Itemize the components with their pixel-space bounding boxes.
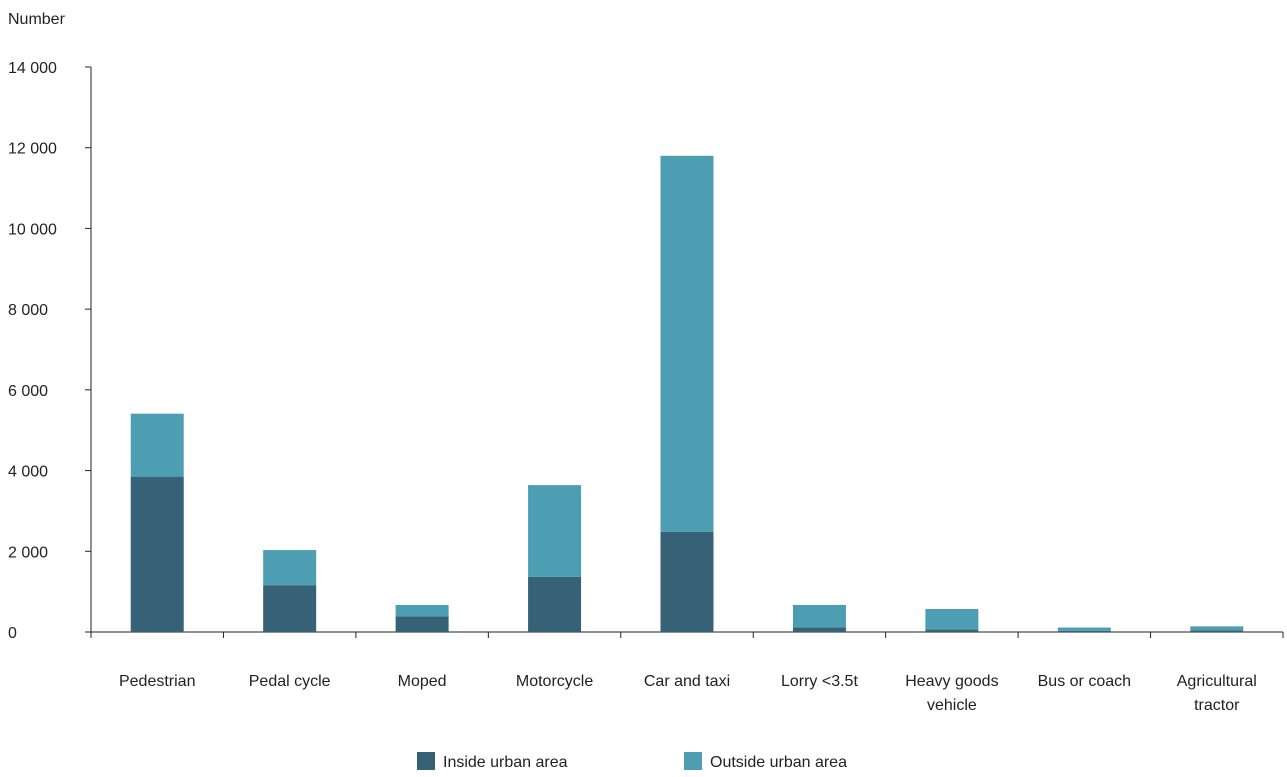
bar-segment-inside xyxy=(925,629,979,632)
bar-segment-inside xyxy=(1057,630,1111,632)
y-axis-title: Number xyxy=(8,11,66,28)
legend-item-inside: Inside urban area xyxy=(417,752,568,771)
bar-segment-outside xyxy=(1057,627,1111,631)
bar-segment-outside xyxy=(660,155,714,532)
x-tick-label: Pedal cycle xyxy=(249,673,331,690)
bar-segment-inside xyxy=(130,476,184,633)
y-tick-label: 8 000 xyxy=(8,302,48,319)
x-tick-label: Agricultural tractor xyxy=(1177,673,1257,714)
bar-segment-outside xyxy=(925,609,979,630)
legend-swatch xyxy=(684,752,702,770)
x-tick-label: Motorcycle xyxy=(516,673,593,690)
bar-segment-inside xyxy=(395,616,449,632)
y-tick-label: 12 000 xyxy=(8,141,57,158)
y-tick-label: 0 xyxy=(8,625,17,642)
x-tick-label: Car and taxi xyxy=(644,673,730,690)
bars xyxy=(130,155,1244,633)
bar-segment-outside xyxy=(130,413,184,477)
bar-segment-outside xyxy=(528,485,582,577)
y-axis: 0 2 000 4 000 6 000 8 000 10 000 12 000 14 000 xyxy=(8,60,92,642)
bar-segment-inside xyxy=(263,585,317,632)
bar-segment-inside xyxy=(792,627,846,632)
bar-segment-outside xyxy=(1190,626,1244,631)
legend-label: Outside urban area xyxy=(710,754,847,771)
bar-segment-inside xyxy=(1190,630,1244,632)
x-tick-label: Moped xyxy=(398,673,447,690)
bar-segment-outside xyxy=(792,604,846,628)
legend: Inside urban area Outside urban area xyxy=(417,752,847,771)
x-tick-label: Pedestrian xyxy=(119,673,196,690)
bar-segment-outside xyxy=(395,604,449,617)
x-tick-label: Lorry <3.5t xyxy=(781,673,858,690)
y-tick-label: 10 000 xyxy=(8,221,57,238)
legend-swatch xyxy=(417,752,435,770)
legend-item-outside: Outside urban area xyxy=(684,752,847,771)
x-axis: Pedestrian Pedal cycle Moped Motorcycle Car … xyxy=(90,631,1284,714)
y-tick-label: 4 000 xyxy=(8,464,48,481)
y-tick-label: 2 000 xyxy=(8,544,48,561)
bar-segment-inside xyxy=(660,531,714,632)
bar-segment-outside xyxy=(263,550,317,586)
legend-label: Inside urban area xyxy=(443,754,568,771)
x-tick-label: Bus or coach xyxy=(1038,673,1131,690)
bar-segment-inside xyxy=(528,576,582,632)
y-tick-label: 14 000 xyxy=(8,60,57,77)
x-tick-label: Heavy goods vehicle xyxy=(905,673,998,714)
y-tick-label: 6 000 xyxy=(8,383,48,400)
